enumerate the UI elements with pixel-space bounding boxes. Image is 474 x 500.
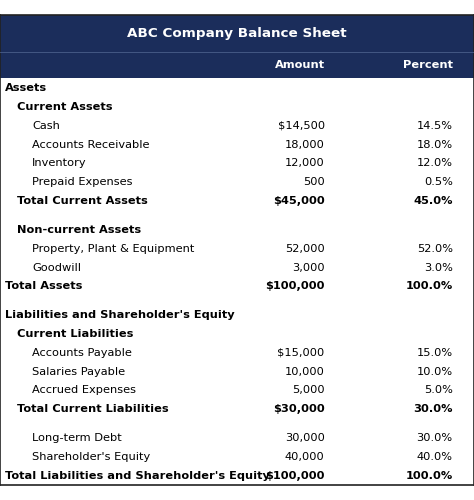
Text: Salaries Payable: Salaries Payable (32, 366, 125, 376)
Text: 10,000: 10,000 (285, 366, 325, 376)
Text: Total Liabilities and Shareholder's Equity: Total Liabilities and Shareholder's Equi… (5, 470, 270, 480)
Text: $15,000: $15,000 (277, 348, 325, 358)
Text: Assets: Assets (5, 83, 47, 93)
Text: 52.0%: 52.0% (417, 244, 453, 254)
Text: 12,000: 12,000 (285, 158, 325, 168)
Text: 3.0%: 3.0% (424, 262, 453, 272)
Text: 5,000: 5,000 (292, 386, 325, 396)
Text: ABC Company Balance Sheet: ABC Company Balance Sheet (127, 27, 347, 40)
Text: Total Current Assets: Total Current Assets (17, 196, 147, 206)
Text: 5.0%: 5.0% (424, 386, 453, 396)
Text: 14.5%: 14.5% (417, 120, 453, 130)
Text: Goodwill: Goodwill (32, 262, 81, 272)
Text: Long-term Debt: Long-term Debt (32, 432, 122, 442)
Bar (0, 15, 474, 52)
Text: Current Assets: Current Assets (17, 102, 112, 112)
Text: $100,000: $100,000 (265, 282, 325, 292)
Text: 30.0%: 30.0% (417, 432, 453, 442)
Text: 15.0%: 15.0% (417, 348, 453, 358)
Text: Current Liabilities: Current Liabilities (17, 328, 133, 338)
Text: Prepaid Expenses: Prepaid Expenses (32, 178, 133, 188)
Text: Amount: Amount (274, 60, 325, 70)
Text: 40.0%: 40.0% (417, 452, 453, 462)
Text: Accounts Payable: Accounts Payable (32, 348, 132, 358)
Text: 3,000: 3,000 (292, 262, 325, 272)
Text: 100.0%: 100.0% (405, 470, 453, 480)
Text: Percent: Percent (403, 60, 453, 70)
Bar (0, 52, 474, 78)
Text: 10.0%: 10.0% (417, 366, 453, 376)
Text: 18.0%: 18.0% (417, 140, 453, 149)
Text: Accounts Receivable: Accounts Receivable (32, 140, 150, 149)
Text: 45.0%: 45.0% (413, 196, 453, 206)
Text: Cash: Cash (32, 120, 60, 130)
Text: $30,000: $30,000 (273, 404, 325, 414)
Text: 12.0%: 12.0% (417, 158, 453, 168)
Text: 52,000: 52,000 (285, 244, 325, 254)
Text: 40,000: 40,000 (285, 452, 325, 462)
Text: $45,000: $45,000 (273, 196, 325, 206)
Text: 0.5%: 0.5% (424, 178, 453, 188)
Text: 30.0%: 30.0% (413, 404, 453, 414)
Text: Total Current Liabilities: Total Current Liabilities (17, 404, 168, 414)
Text: 100.0%: 100.0% (405, 282, 453, 292)
Text: Total Assets: Total Assets (5, 282, 82, 292)
Text: Shareholder's Equity: Shareholder's Equity (32, 452, 150, 462)
Text: Inventory: Inventory (32, 158, 87, 168)
Text: 30,000: 30,000 (285, 432, 325, 442)
Text: Accrued Expenses: Accrued Expenses (32, 386, 136, 396)
Text: 500: 500 (303, 178, 325, 188)
Text: Property, Plant & Equipment: Property, Plant & Equipment (32, 244, 195, 254)
Text: $100,000: $100,000 (265, 470, 325, 480)
Text: 18,000: 18,000 (285, 140, 325, 149)
Text: Non-current Assets: Non-current Assets (17, 224, 141, 234)
Text: $14,500: $14,500 (278, 120, 325, 130)
Text: Liabilities and Shareholder's Equity: Liabilities and Shareholder's Equity (5, 310, 234, 320)
